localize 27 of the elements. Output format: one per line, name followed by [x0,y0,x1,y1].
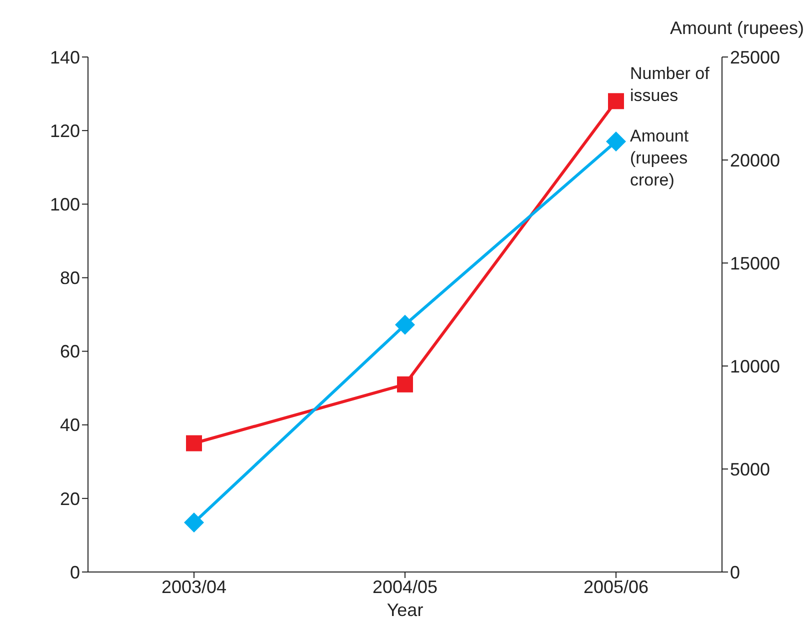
point [184,512,204,533]
y2-axis-title: Amount (rupees) [670,18,804,39]
point [608,93,624,110]
x-tick-label: 2005/06 [583,576,649,597]
y-tick-label: 100 [50,194,80,215]
point [186,435,202,452]
series-label: Amount (rupees crore) [630,126,689,190]
y2-tick-label: 10000 [730,356,780,376]
x-tick-label: 2004/05 [372,576,438,597]
point [397,376,413,392]
point [606,131,626,152]
point [395,314,415,335]
y2-tick-label: 5000 [730,459,770,480]
y-tick-label: 0 [70,562,80,582]
y2-tick-label: 0 [730,562,740,582]
y2-tick-label: 15000 [730,253,780,274]
y-tick-label: 40 [60,415,80,436]
series-label: Number of issues [630,64,710,106]
y2-tick-label: 25000 [730,47,780,68]
y2-tick-label: 20000 [730,150,780,170]
y-tick-label: 60 [60,342,80,362]
x-tick-label: 2003/04 [161,576,227,597]
x-axis-title: Year [386,600,424,620]
y-tick-label: 140 [50,47,80,68]
y-tick-label: 80 [60,268,80,288]
y-tick-label: 120 [50,120,80,141]
y-tick-label: 20 [60,488,80,509]
